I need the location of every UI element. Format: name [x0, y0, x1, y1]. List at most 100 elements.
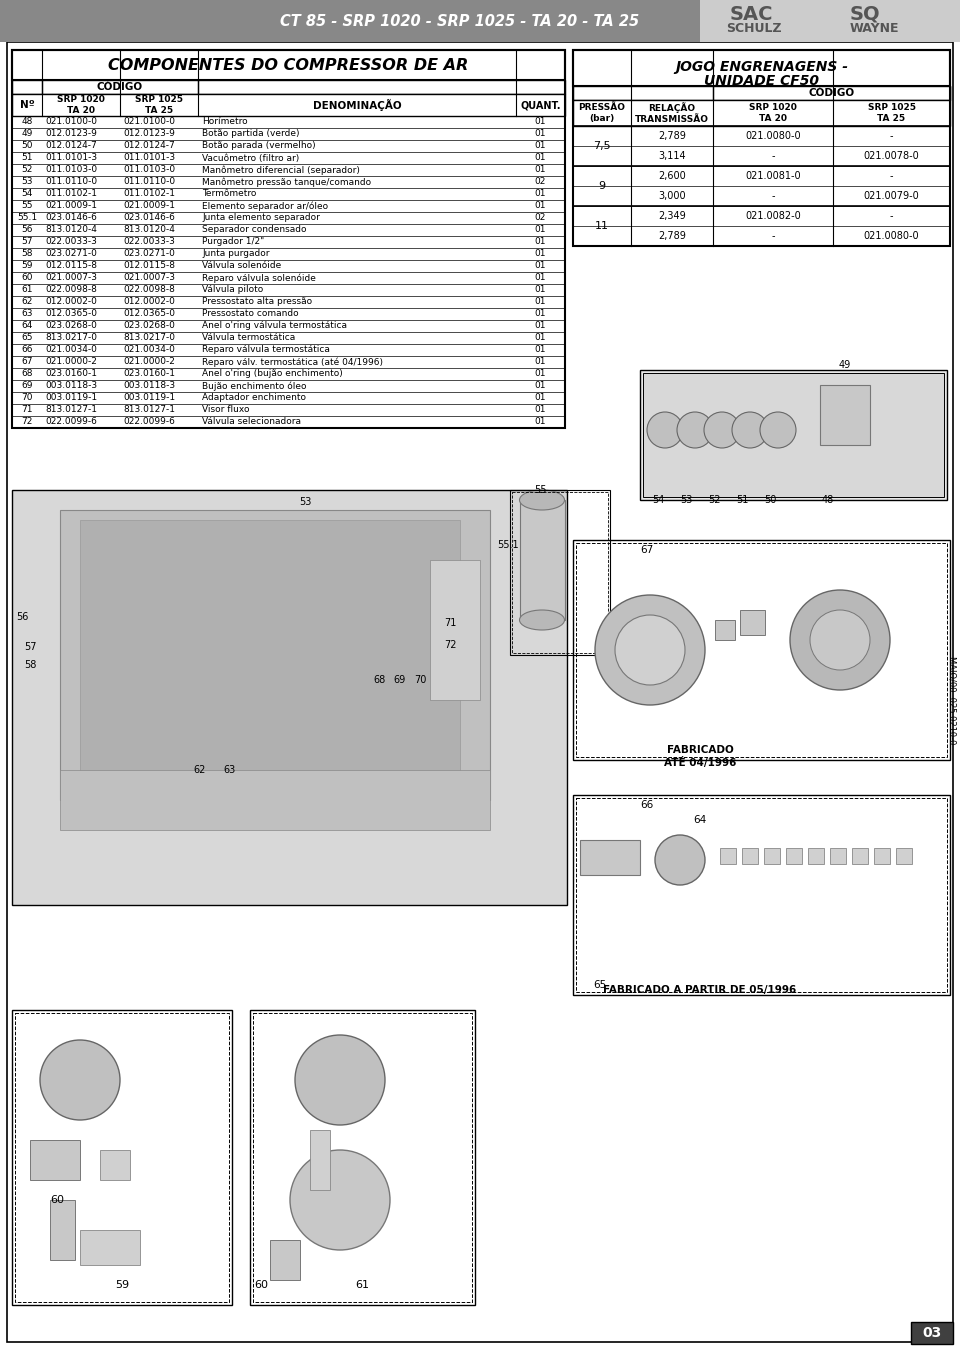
- Text: DENOMINAÇÃO: DENOMINAÇÃO: [313, 99, 401, 111]
- Bar: [742, 848, 758, 865]
- Bar: [786, 848, 802, 865]
- Text: 65: 65: [593, 980, 607, 990]
- Text: -: -: [771, 231, 775, 241]
- Text: 50: 50: [764, 495, 777, 505]
- Bar: [573, 50, 950, 87]
- Text: 021.0079-0: 021.0079-0: [864, 191, 920, 202]
- Text: 01: 01: [535, 226, 546, 234]
- Text: 813.0217-0: 813.0217-0: [45, 333, 97, 342]
- Text: 011.0110-0: 011.0110-0: [45, 177, 97, 187]
- Text: 61: 61: [21, 285, 33, 295]
- Bar: [12, 93, 565, 116]
- Bar: [640, 369, 947, 501]
- Bar: [713, 87, 950, 100]
- Circle shape: [810, 610, 870, 670]
- Bar: [573, 87, 950, 100]
- Bar: [430, 560, 480, 700]
- Text: WAYNE: WAYNE: [850, 22, 900, 35]
- Bar: [576, 543, 947, 756]
- Text: Separador condensado: Separador condensado: [202, 226, 306, 234]
- Text: 50: 50: [21, 142, 33, 150]
- Bar: [911, 1322, 953, 1344]
- Circle shape: [655, 835, 705, 885]
- Bar: [808, 848, 824, 865]
- Text: 03: 03: [923, 1326, 942, 1339]
- Bar: [764, 848, 780, 865]
- Text: 003.0119-1: 003.0119-1: [123, 394, 175, 402]
- Text: 01: 01: [535, 261, 546, 271]
- Bar: [580, 840, 640, 875]
- Text: 022.0098-8: 022.0098-8: [45, 285, 97, 295]
- Text: 67: 67: [21, 357, 33, 367]
- Text: 02: 02: [535, 177, 546, 187]
- Text: 003.0119-1: 003.0119-1: [45, 394, 97, 402]
- Text: 01: 01: [535, 310, 546, 318]
- Text: 53: 53: [299, 497, 311, 507]
- Text: 021.0007-3: 021.0007-3: [123, 273, 175, 283]
- Text: 57: 57: [21, 238, 33, 246]
- Text: 012.0002-0: 012.0002-0: [45, 298, 97, 307]
- Text: 49: 49: [21, 130, 33, 138]
- Text: 3,114: 3,114: [659, 152, 685, 161]
- Bar: [576, 798, 947, 992]
- Text: 011.0103-0: 011.0103-0: [123, 165, 175, 175]
- Text: 01: 01: [535, 394, 546, 402]
- Text: 70: 70: [21, 394, 33, 402]
- Text: 012.0123-9: 012.0123-9: [123, 130, 175, 138]
- Bar: [42, 80, 198, 93]
- Text: Vacuômetro (filtro ar): Vacuômetro (filtro ar): [202, 153, 300, 162]
- Bar: [12, 80, 565, 93]
- Text: 021.0009-1: 021.0009-1: [45, 202, 97, 211]
- Text: 68: 68: [21, 369, 33, 379]
- Text: 67: 67: [640, 545, 653, 555]
- Text: 61: 61: [355, 1280, 369, 1289]
- Ellipse shape: [519, 490, 564, 510]
- Bar: [80, 520, 460, 775]
- Text: 55: 55: [21, 202, 33, 211]
- Text: 003.0118-3: 003.0118-3: [45, 382, 97, 391]
- Text: 023.0160-1: 023.0160-1: [123, 369, 175, 379]
- Text: 51: 51: [21, 153, 33, 162]
- Text: 01: 01: [535, 285, 546, 295]
- Text: 01: 01: [535, 418, 546, 426]
- Text: 58: 58: [21, 249, 33, 258]
- Ellipse shape: [519, 610, 564, 630]
- Bar: [60, 510, 490, 800]
- Text: 01: 01: [535, 298, 546, 307]
- Text: 023.0268-0: 023.0268-0: [45, 322, 97, 330]
- Text: -: -: [890, 131, 893, 141]
- Text: 01: 01: [535, 273, 546, 283]
- Bar: [874, 848, 890, 865]
- Text: 01: 01: [535, 333, 546, 342]
- Text: 54: 54: [21, 189, 33, 199]
- Bar: [852, 848, 868, 865]
- Text: 01: 01: [535, 369, 546, 379]
- Circle shape: [295, 1035, 385, 1124]
- Bar: [253, 1013, 472, 1302]
- Bar: [715, 620, 735, 640]
- Text: 54: 54: [652, 495, 664, 505]
- Text: Botão parada (vermelho): Botão parada (vermelho): [202, 142, 316, 150]
- Bar: [12, 50, 565, 80]
- Circle shape: [647, 413, 683, 448]
- Bar: [573, 100, 950, 126]
- Text: 51: 51: [735, 495, 748, 505]
- Text: 7,5: 7,5: [593, 141, 611, 152]
- Text: Horímetro: Horímetro: [202, 118, 248, 126]
- Text: 2,789: 2,789: [658, 131, 686, 141]
- Text: 022.0033-3: 022.0033-3: [45, 238, 97, 246]
- Text: 70: 70: [414, 675, 426, 685]
- Text: 023.0146-6: 023.0146-6: [45, 214, 97, 222]
- Text: Manômetro diferencial (separador): Manômetro diferencial (separador): [202, 165, 360, 175]
- Text: 021.0034-0: 021.0034-0: [123, 345, 175, 354]
- Text: Pressostato alta pressão: Pressostato alta pressão: [202, 298, 312, 307]
- Text: 023.0268-0: 023.0268-0: [123, 322, 175, 330]
- Text: Visor fluxo: Visor fluxo: [202, 406, 250, 414]
- Text: 022.0033-3: 022.0033-3: [123, 238, 175, 246]
- Text: 69: 69: [21, 382, 33, 391]
- Text: CÓDIGO: CÓDIGO: [808, 88, 854, 97]
- Text: 022.0099-6: 022.0099-6: [123, 418, 175, 426]
- Text: 58: 58: [24, 660, 36, 670]
- Bar: [820, 386, 870, 445]
- Text: 68: 68: [373, 675, 386, 685]
